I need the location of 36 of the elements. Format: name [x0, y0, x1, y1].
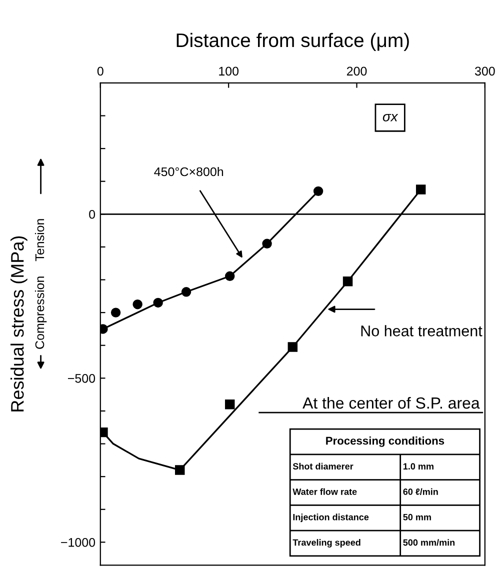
x-tick-label: 200	[346, 66, 367, 76]
annotation: At the center of S.P. area	[302, 396, 480, 409]
y-tick-label: 0	[89, 210, 96, 219]
annotation: Processing conditions	[326, 436, 444, 447]
x-axis-title: Distance from surface (μm)	[176, 32, 409, 51]
point	[416, 184, 426, 194]
point	[225, 271, 235, 282]
y-tick-label: −500	[68, 374, 96, 383]
annotation: Water flow rate	[292, 488, 357, 495]
annotation: 50 mm	[403, 514, 431, 520]
annotation: 60 ℓ/min	[403, 488, 438, 496]
point	[342, 276, 353, 286]
point	[225, 400, 235, 410]
annotation: No heat treatment	[361, 325, 482, 336]
annotation: σx	[382, 114, 398, 122]
annotation: Traveling speed	[292, 539, 360, 548]
point	[132, 300, 142, 310]
point	[110, 308, 121, 318]
point	[153, 298, 163, 308]
point	[313, 186, 324, 196]
annotation: 1.0 mm	[403, 463, 434, 470]
point	[288, 342, 298, 352]
annotation: Shot diamerer	[292, 462, 354, 470]
point	[181, 287, 192, 297]
annotation: 450°C×800h	[154, 166, 224, 176]
y-tick-label: −1000	[61, 538, 96, 547]
x-tick-label: 100	[219, 66, 239, 76]
point	[175, 465, 185, 475]
text: Tension	[34, 219, 44, 262]
x-tick-label: 0	[97, 66, 104, 76]
x-tick-label: 300	[474, 66, 495, 76]
y-axis-title: Residual stress (MPa)	[10, 236, 28, 412]
text: Compression	[34, 276, 47, 349]
annotation: 500 mm/min	[403, 539, 455, 546]
point	[262, 238, 272, 249]
annotation: Injection distance	[293, 514, 369, 522]
